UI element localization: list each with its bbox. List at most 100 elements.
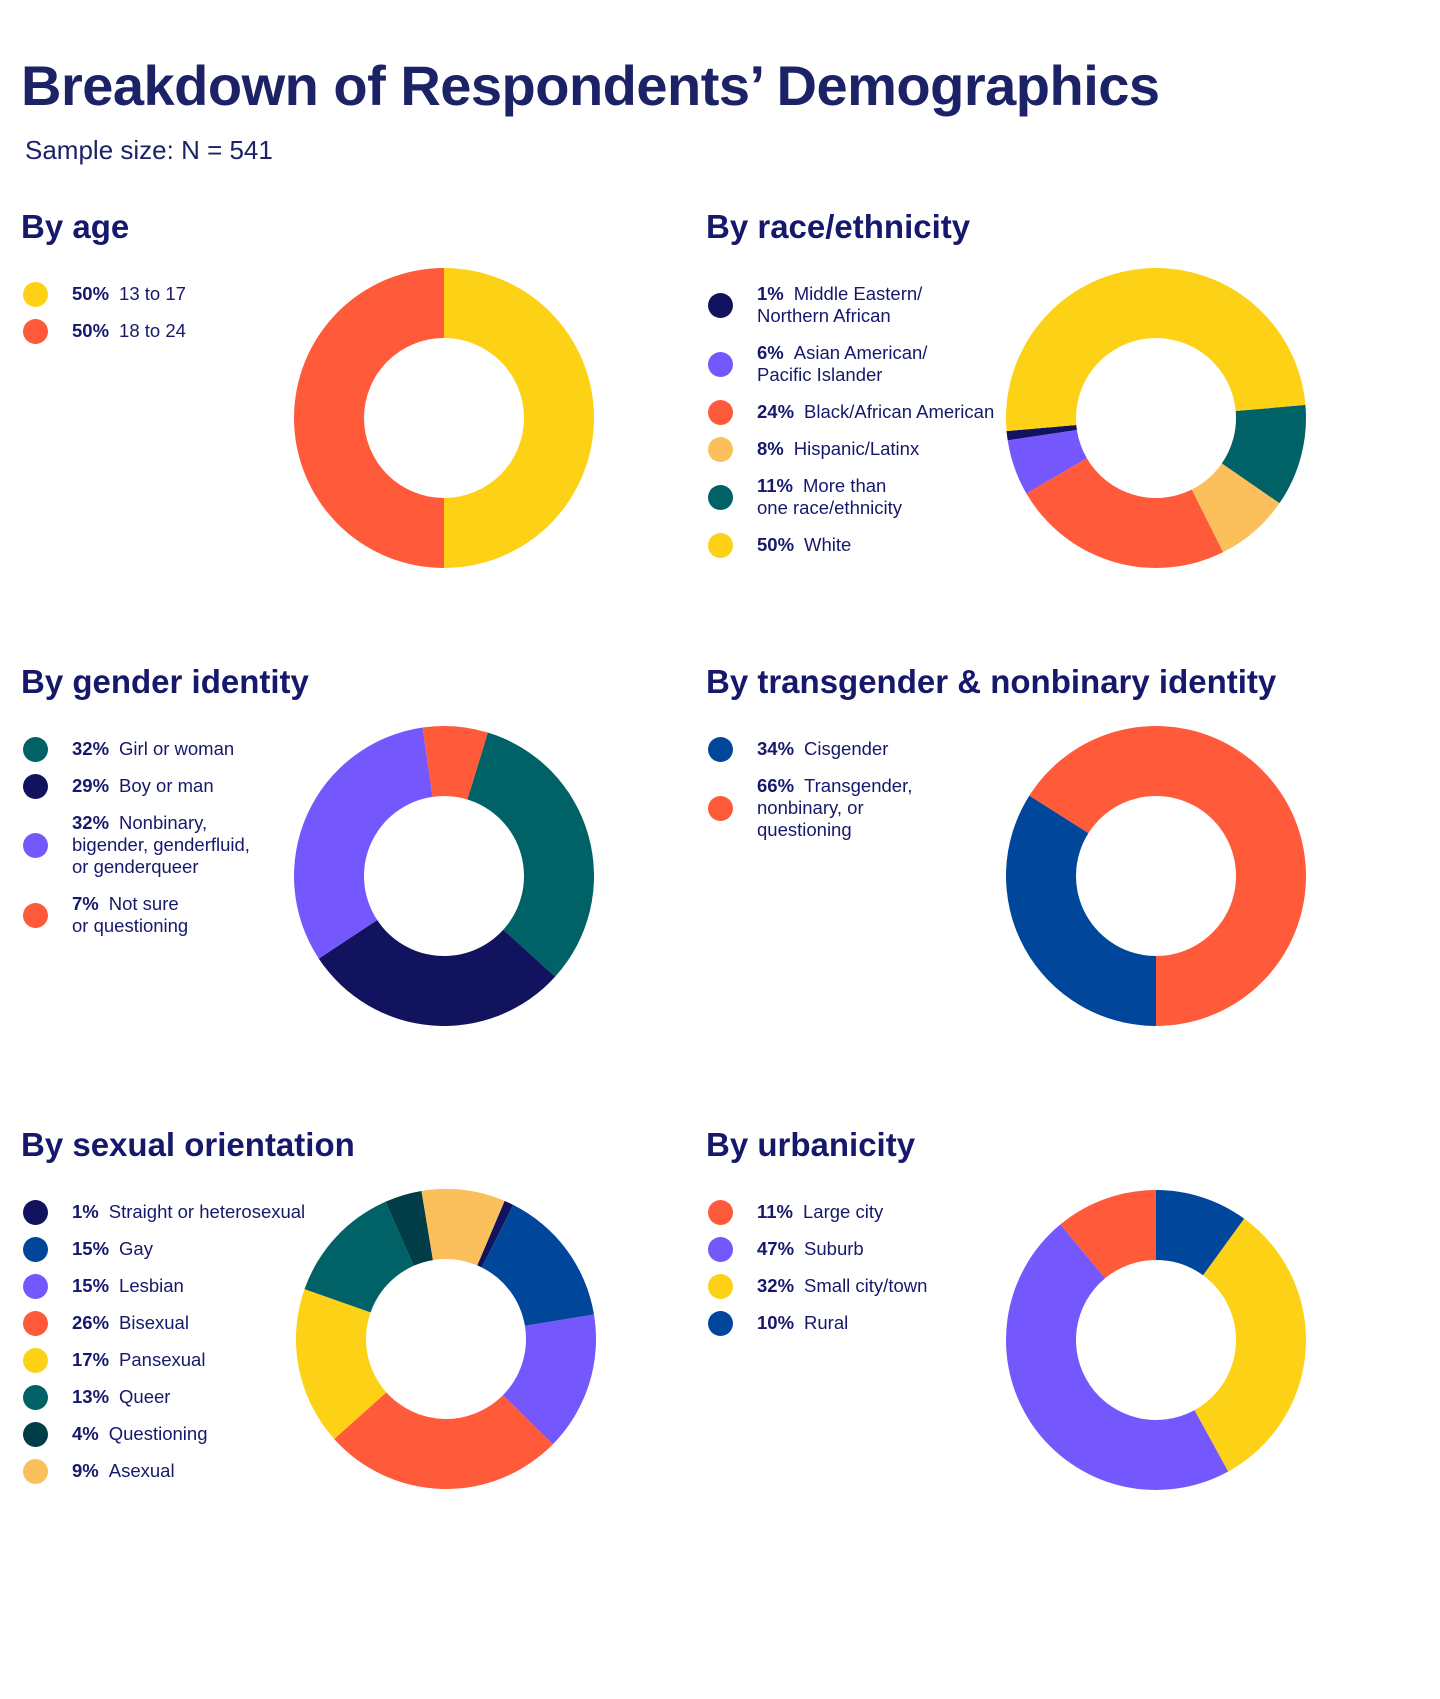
chart-panel-transgender-nonbinary: By transgender & nonbinary identity 34% C… <box>706 663 1426 1153</box>
donut-slice <box>1007 429 1087 494</box>
legend-item: 11% Large city <box>708 1199 927 1225</box>
legend-percent: 7% <box>72 893 99 914</box>
legend-swatch <box>708 736 733 762</box>
donut-slice <box>1026 458 1224 568</box>
donut-slice <box>422 726 488 800</box>
legend-percent: 1% <box>72 1201 99 1222</box>
legend-item: 29% Boy or man <box>23 773 250 799</box>
legend-percent: 66% <box>757 775 795 796</box>
legend-swatch <box>708 436 733 462</box>
legend-swatch <box>23 1199 48 1225</box>
page-subtitle: Sample size: N = 541 <box>25 135 273 165</box>
donut-chart <box>293 726 594 1026</box>
donut-slice <box>296 1289 387 1439</box>
legend-percent: 24% <box>757 401 795 422</box>
legend-item: 1% Middle Eastern/ Northern African <box>708 283 994 327</box>
legend-swatch <box>23 1421 48 1447</box>
legend-swatch <box>23 281 48 307</box>
legend-percent: 10% <box>757 1312 795 1333</box>
legend-percent: 6% <box>757 342 784 363</box>
chart-title: By age <box>21 208 130 245</box>
legend-swatch <box>23 773 48 799</box>
legend-percent: 50% <box>757 534 795 555</box>
donut-slice <box>467 732 594 977</box>
legend-percent: 50% <box>72 283 110 304</box>
legend-percent: 32% <box>72 738 110 759</box>
legend-swatch <box>708 1273 733 1299</box>
legend-swatch <box>23 1310 48 1336</box>
legend-swatch <box>23 736 48 762</box>
legend-item: 4% Questioning <box>23 1421 305 1447</box>
legend-label: Straight or heterosexual <box>108 1201 306 1222</box>
donut-chart <box>294 268 594 568</box>
legend-item: 34% Cisgender <box>708 736 912 762</box>
donut-slice <box>1006 795 1156 1026</box>
chart-panel-gender-identity: By gender identity 32% Girl or woman 29% Bo… <box>21 663 741 1153</box>
legend-label: Hispanic/Latinx <box>793 438 920 459</box>
legend-item: 26% Bisexual <box>23 1310 305 1336</box>
legend-label: Boy or man <box>119 775 214 796</box>
legend-label: Nonbinary, bigender, genderfluid, or gen… <box>72 812 250 877</box>
legend-item: 8% Hispanic/Latinx <box>708 436 994 462</box>
donut-slice <box>1156 1190 1245 1276</box>
legend-item: 50% White <box>708 532 994 558</box>
legend-swatch <box>708 292 733 318</box>
donut-chart <box>1006 726 1306 1026</box>
donut-slice <box>1191 463 1280 553</box>
legend-item: 66% Transgender, nonbinary, or questionin… <box>708 775 912 841</box>
legend-percent: 50% <box>72 320 110 341</box>
legend-swatch <box>708 1310 733 1336</box>
donut-chart <box>1005 1190 1306 1491</box>
legend-swatch <box>23 1384 48 1410</box>
donut-slice <box>481 1204 594 1326</box>
legend-label: Cisgender <box>804 738 889 759</box>
legend-label: Questioning <box>108 1423 208 1444</box>
legend-percent: 32% <box>72 812 110 833</box>
legend-label: Bisexual <box>119 1312 189 1333</box>
donut-slice <box>385 1191 433 1266</box>
legend-label: Black/African American <box>804 401 995 422</box>
page-title: Breakdown of Respondents’ Demographics <box>21 54 1160 117</box>
legend-percent: 32% <box>757 1275 795 1296</box>
legend-percent: 9% <box>72 1460 99 1481</box>
legend-item: 15% Gay <box>23 1236 305 1262</box>
legend-item: 10% Rural <box>708 1310 927 1336</box>
legend-item: 32% Girl or woman <box>23 736 250 762</box>
legend-label: Middle Eastern/ Northern African <box>757 283 923 326</box>
legend-label: Small city/town <box>804 1275 928 1296</box>
legend-swatch <box>708 532 733 558</box>
donut-slice <box>1221 404 1306 504</box>
legend-swatch <box>23 832 48 858</box>
legend-label: White <box>804 534 852 555</box>
chart-panel-race-ethnicity: By race/ethnicity 1% Middle Eastern/ Nort… <box>706 208 1426 698</box>
legend-percent: 29% <box>72 775 110 796</box>
chart-legend: 11% Large city 47% Suburb 32% Small city/town… <box>708 1199 928 1349</box>
legend-swatch <box>23 1273 48 1299</box>
chart-legend: 50% 13 to 17 50% 18 to 24 <box>23 281 186 357</box>
legend-label: Asexual <box>108 1460 175 1481</box>
legend-item: 15% Lesbian <box>23 1273 305 1299</box>
legend-percent: 11% <box>757 475 794 496</box>
donut-slice <box>421 1189 505 1266</box>
donut-slice <box>444 268 594 568</box>
chart-legend: 1% Straight or heterosexual 15% Gay 15% Lesbi… <box>23 1199 306 1497</box>
legend-item: 6% Asian American/ Pacific Islander <box>708 342 994 386</box>
chart-title: By sexual orientation <box>21 1126 355 1163</box>
legend-label: Large city <box>803 1201 884 1222</box>
donut-slice <box>1029 726 1306 1026</box>
chart-legend: 1% Middle Eastern/ Northern African 6% Asia… <box>708 283 994 571</box>
donut-slice <box>293 727 433 959</box>
legend-swatch <box>23 902 48 928</box>
chart-title: By race/ethnicity <box>706 208 971 245</box>
legend-item: 1% Straight or heterosexual <box>23 1199 306 1225</box>
legend-percent: 47% <box>757 1238 795 1259</box>
legend-label: Queer <box>119 1386 171 1407</box>
chart-legend: 34% Cisgender 66% Transgender, nonbinary, o… <box>708 736 912 856</box>
legend-swatch <box>23 318 48 344</box>
chart-title: By gender identity <box>21 663 309 700</box>
chart-panel-sexual-orientation: By sexual orientation 1% Straight or hete… <box>21 1126 741 1616</box>
legend-item: 50% 18 to 24 <box>23 318 186 344</box>
legend-item: 17% Pansexual <box>23 1347 305 1373</box>
legend-label: Pansexual <box>119 1349 206 1370</box>
legend-label: Not sure or questioning <box>72 893 189 936</box>
